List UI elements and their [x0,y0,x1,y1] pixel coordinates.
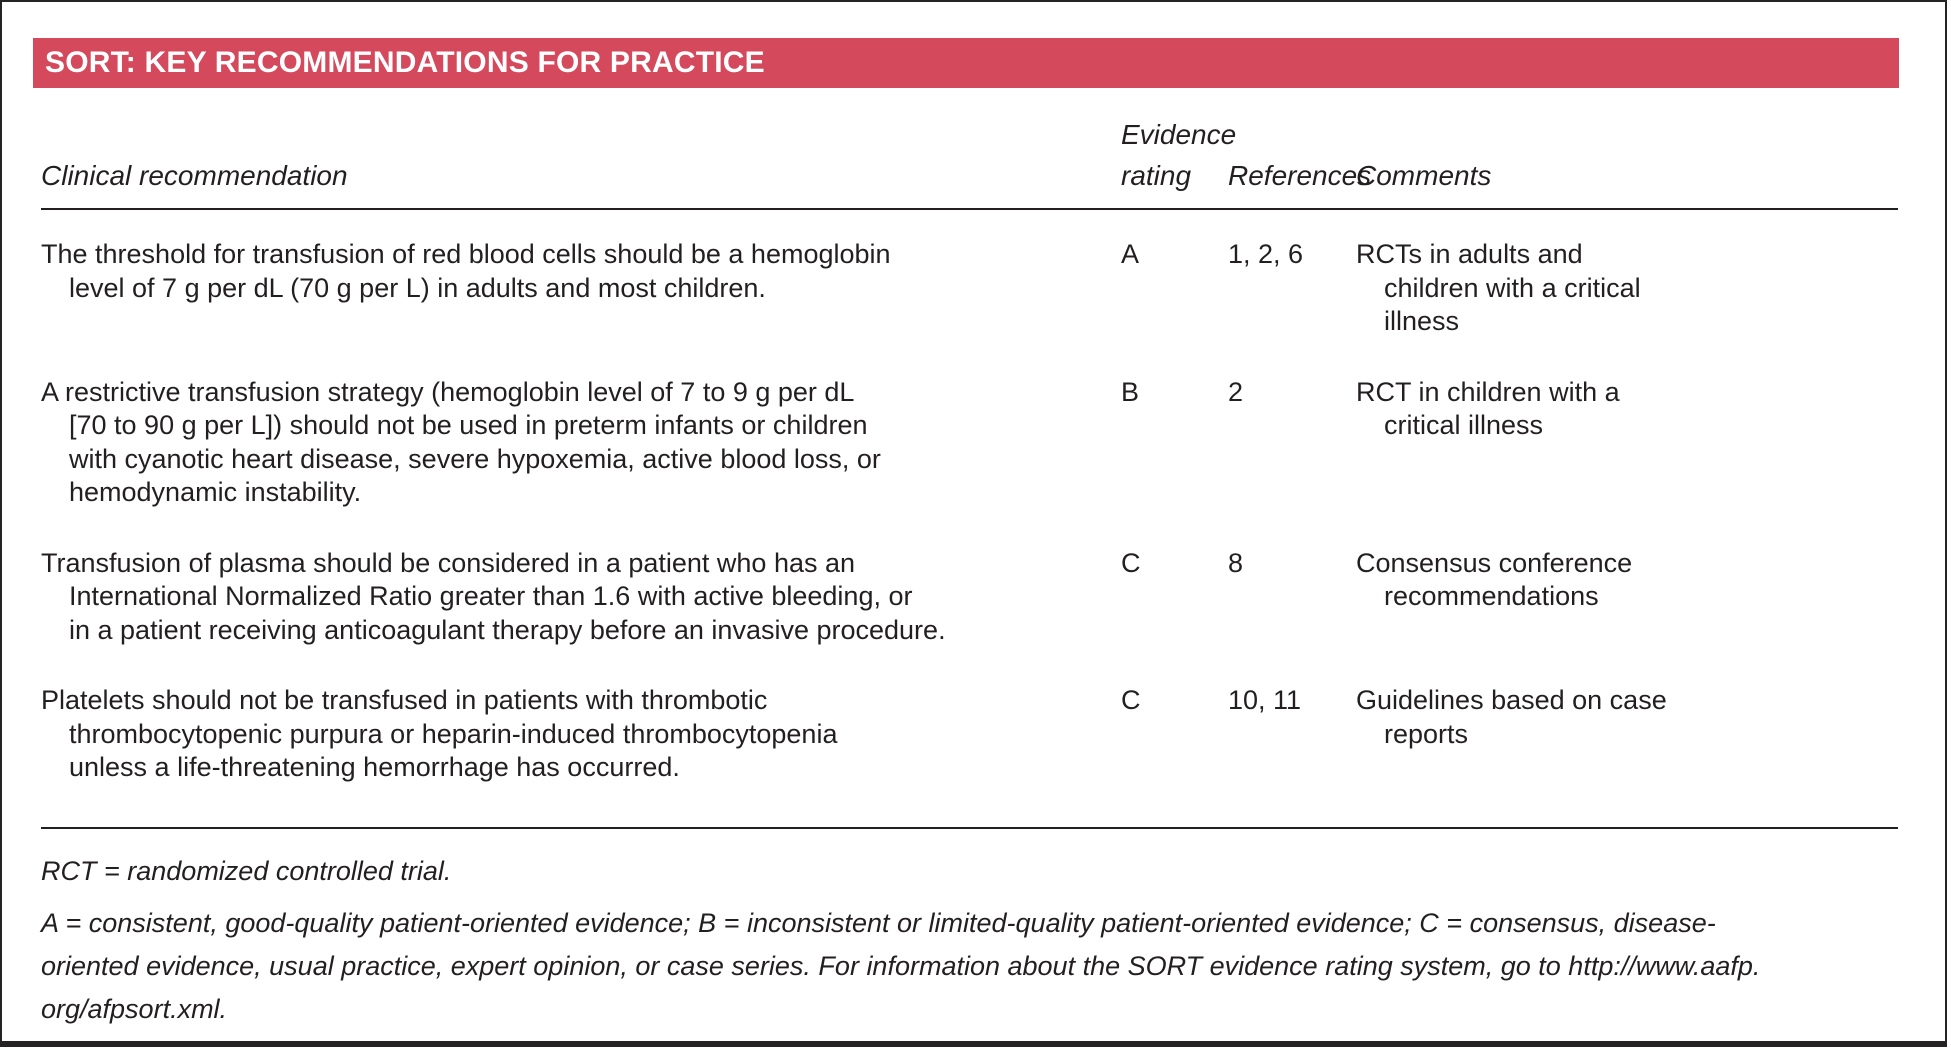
comments-text: RCT in children with a critical illness [1356,376,1620,441]
references-value: 2 [1228,376,1244,407]
table-row: Transfusion of plasma should be consider… [41,547,1898,648]
recommendation-text: The threshold for transfusion of red blo… [41,239,891,303]
table-body: The threshold for transfusion of red blo… [41,212,1898,822]
evidence-rating-value: C [1121,547,1141,578]
comments-text: Consensus conference recommendations [1356,547,1633,612]
column-header-comments: Comments [1356,160,1492,191]
recommendation-text: Platelets should not be transfused in pa… [41,685,838,782]
table-row: Platelets should not be transfused in pa… [41,684,1898,785]
table-row: A restrictive transfusion strategy (hemo… [41,376,1898,510]
comments-text: RCTs in adults and children with a criti… [1356,239,1641,336]
evidence-rating-value: C [1121,685,1141,715]
references-value: 1, 2, 6 [1228,239,1304,269]
evidence-rating-value: B [1121,376,1140,407]
recommendation-text: Transfusion of plasma should be consider… [41,547,946,645]
table-header-row: Clinical recommendation Evidence rating … [41,88,1898,210]
sort-table-title-bar: SORT: KEY RECOMMENDATIONS FOR PRACTICE [33,38,1899,88]
column-header-references: References [1228,160,1372,191]
references-value: 10, 11 [1228,685,1302,715]
evidence-rating-value: A [1121,239,1140,269]
abbreviation-note: RCT = randomized controlled trial. [41,856,452,886]
sort-evidence-rating-note: A = consistent, good-quality patient-ori… [41,908,1761,1024]
column-header-clinical-recommendation: Clinical recommendation [41,160,348,191]
references-value: 8 [1228,547,1244,578]
comments-text: Guidelines based on case reports [1356,685,1667,749]
recommendation-text: A restrictive transfusion strategy (hemo… [41,376,881,508]
column-header-evidence-rating: Evidence rating [1121,119,1237,191]
table-footnotes: RCT = randomized controlled trial. A = c… [41,827,1898,1031]
table-row: The threshold for transfusion of red blo… [41,238,1898,339]
sort-table-title: SORT: KEY RECOMMENDATIONS FOR PRACTICE [45,46,765,79]
